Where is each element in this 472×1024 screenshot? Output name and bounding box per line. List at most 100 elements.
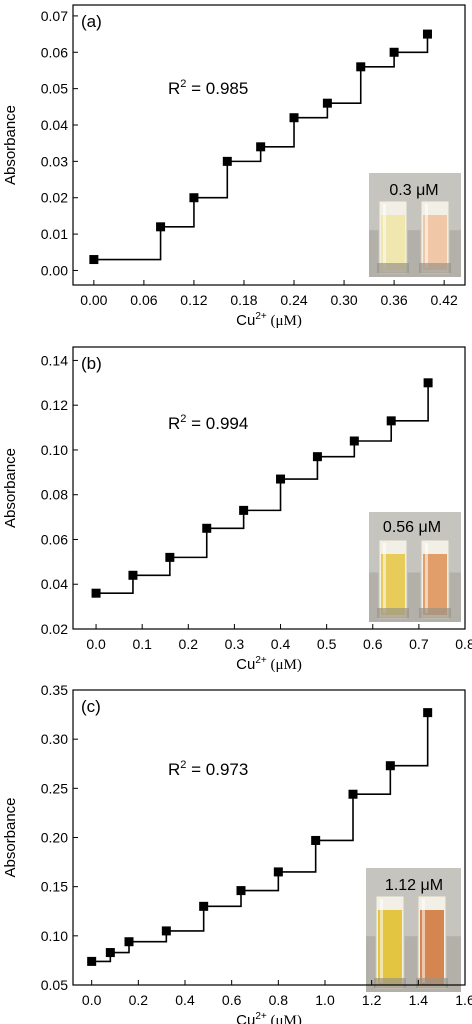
y-tick-label: 0.05 [41, 977, 68, 993]
y-tick-label: 0.35 [41, 682, 68, 698]
inset-photo: 1.12 μM [366, 868, 461, 992]
inset-concentration-label: 1.12 μM [385, 877, 443, 894]
x-tick-label: 0.0 [82, 992, 102, 1008]
y-tick-label: 0.06 [41, 44, 68, 60]
vial-before [374, 895, 406, 989]
y-tick-label: 0.10 [41, 928, 68, 944]
data-point [87, 956, 97, 966]
y-tick-label: 0.04 [41, 576, 68, 592]
inset-photo: 0.56 μM [369, 512, 461, 622]
data-point [289, 113, 299, 123]
data-point [124, 937, 134, 947]
data-point [161, 926, 171, 936]
r-squared-annotation: R2 = 0.985 [168, 78, 248, 98]
x-tick-label: 0.18 [230, 292, 257, 308]
y-tick-label: 0.08 [41, 487, 68, 503]
x-tick-label: 0.2 [129, 992, 149, 1008]
x-tick-label: 0.8 [455, 636, 472, 652]
x-tick-label: 0.36 [380, 292, 407, 308]
plot-frame [72, 4, 466, 286]
x-tick-label: 0.7 [409, 636, 429, 652]
data-point [276, 474, 286, 484]
vial-after [419, 200, 451, 274]
vial-before [377, 200, 409, 274]
x-tick-label: 0.5 [317, 636, 337, 652]
x-axis-title: Cu2+ (μM) [236, 311, 302, 329]
y-tick-label: 0.04 [41, 117, 68, 133]
data-point [423, 378, 433, 388]
data-point [312, 452, 322, 462]
y-tick-label: 0.03 [41, 153, 68, 169]
y-tick-label: 0.12 [41, 397, 68, 413]
data-point [349, 436, 359, 446]
y-tick-label: 0.30 [41, 731, 68, 747]
vial-before [377, 539, 409, 619]
x-tick-label: 0.0 [86, 636, 106, 652]
data-point [128, 570, 138, 580]
y-tick-label: 0.00 [41, 262, 68, 278]
x-tick-label: 0.6 [363, 636, 383, 652]
y-axis-title: Absorbance [2, 448, 19, 528]
y-tick-label: 0.20 [41, 830, 68, 846]
y-tick-label: 0.10 [41, 442, 68, 458]
x-tick-label: 0.1 [132, 636, 152, 652]
vial-after [419, 539, 451, 619]
x-tick-label: 0.00 [80, 292, 107, 308]
data-point [222, 156, 232, 166]
y-tick-label: 0.06 [41, 531, 68, 547]
data-point [422, 29, 432, 39]
x-tick-label: 0.06 [130, 292, 157, 308]
data-point [202, 523, 212, 533]
data-point [89, 255, 99, 265]
data-point [189, 193, 199, 203]
chart-panel-a: 0.3 μM 0.00 0.06 0.12 0.18 0.24 0.30 0.36 0.42 0.… [2, 4, 466, 329]
data-point [311, 835, 321, 845]
data-point [389, 47, 399, 57]
inset-concentration-label: 0.3 μM [389, 182, 438, 199]
y-axis-title: Absorbance [2, 797, 19, 877]
y-tick-label: 0.25 [41, 780, 68, 796]
panel-label: (b) [81, 354, 102, 373]
x-tick-label: 0.6 [222, 992, 242, 1008]
inset-concentration-label: 0.56 μM [383, 519, 441, 536]
data-point [256, 142, 266, 152]
x-tick-label: 0.12 [180, 292, 207, 308]
vial-after [416, 895, 448, 989]
y-tick-label: 0.15 [41, 879, 68, 895]
x-tick-label: 0.30 [330, 292, 357, 308]
data-point [348, 789, 358, 799]
data-point [156, 222, 166, 232]
x-tick-label: 1.2 [362, 992, 382, 1008]
data-point [199, 901, 209, 911]
x-tick-label: 0.4 [175, 992, 195, 1008]
data-point [322, 98, 332, 108]
x-axis-title: Cu2+ (μM) [236, 1011, 302, 1024]
inset-photo: 0.3 μM [369, 173, 461, 277]
data-point [273, 867, 283, 877]
data-point [385, 761, 395, 771]
r-squared-annotation: R2 = 0.973 [168, 759, 248, 779]
panel-label: (c) [81, 697, 101, 716]
data-point [91, 588, 101, 598]
x-tick-label: 1.6 [455, 992, 472, 1008]
chart-panel-c: 1.12 μM 0.0 0.2 0.4 0.6 0.8 1.0 1.2 1.4 1.6 0.05 0.… [2, 682, 472, 1024]
x-tick-label: 0.24 [280, 292, 307, 308]
step-series-line [96, 382, 429, 594]
y-tick-label: 0.05 [41, 81, 68, 97]
y-axis-title: Absorbance [2, 105, 19, 185]
panel-label: (a) [81, 12, 102, 31]
x-axis-title: Cu2+ (μM) [236, 655, 302, 673]
plot-frame [72, 346, 466, 630]
data-point [236, 886, 246, 896]
y-tick-label: 0.14 [41, 352, 68, 368]
data-point [386, 416, 396, 426]
x-tick-label: 0.3 [225, 636, 245, 652]
step-series-line [93, 34, 429, 261]
y-tick-label: 0.02 [41, 190, 68, 206]
r-squared-annotation: R2 = 0.994 [168, 413, 248, 433]
x-tick-label: 0.8 [269, 992, 289, 1008]
y-tick-label: 0.02 [41, 621, 68, 637]
x-tick-label: 0.42 [431, 292, 458, 308]
y-tick-label: 0.01 [41, 226, 68, 242]
